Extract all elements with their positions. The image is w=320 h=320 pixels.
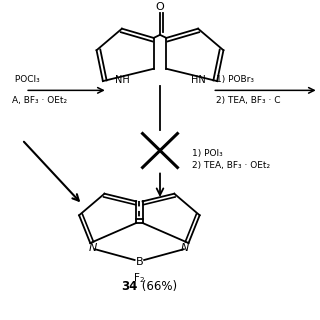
- Text: N: N: [181, 243, 189, 253]
- Text: 2) TEA, BF₃ · C: 2) TEA, BF₃ · C: [215, 96, 280, 105]
- Text: 1) POI₃: 1) POI₃: [192, 149, 222, 158]
- Text: 34: 34: [121, 280, 138, 293]
- Text: NH: NH: [115, 75, 129, 84]
- Text: O: O: [156, 2, 164, 12]
- Text: (66%): (66%): [138, 280, 177, 293]
- Text: A, BF₃ · OEt₂: A, BF₃ · OEt₂: [12, 96, 68, 105]
- Text: N: N: [89, 243, 98, 253]
- Text: F$_2$: F$_2$: [133, 272, 145, 285]
- Text: 1) POBr₃: 1) POBr₃: [215, 75, 253, 84]
- Text: HN: HN: [191, 75, 205, 84]
- Text: POCl₃: POCl₃: [12, 75, 40, 84]
- Text: 2) TEA, BF₃ · OEt₂: 2) TEA, BF₃ · OEt₂: [192, 161, 270, 171]
- Text: B: B: [136, 257, 143, 267]
